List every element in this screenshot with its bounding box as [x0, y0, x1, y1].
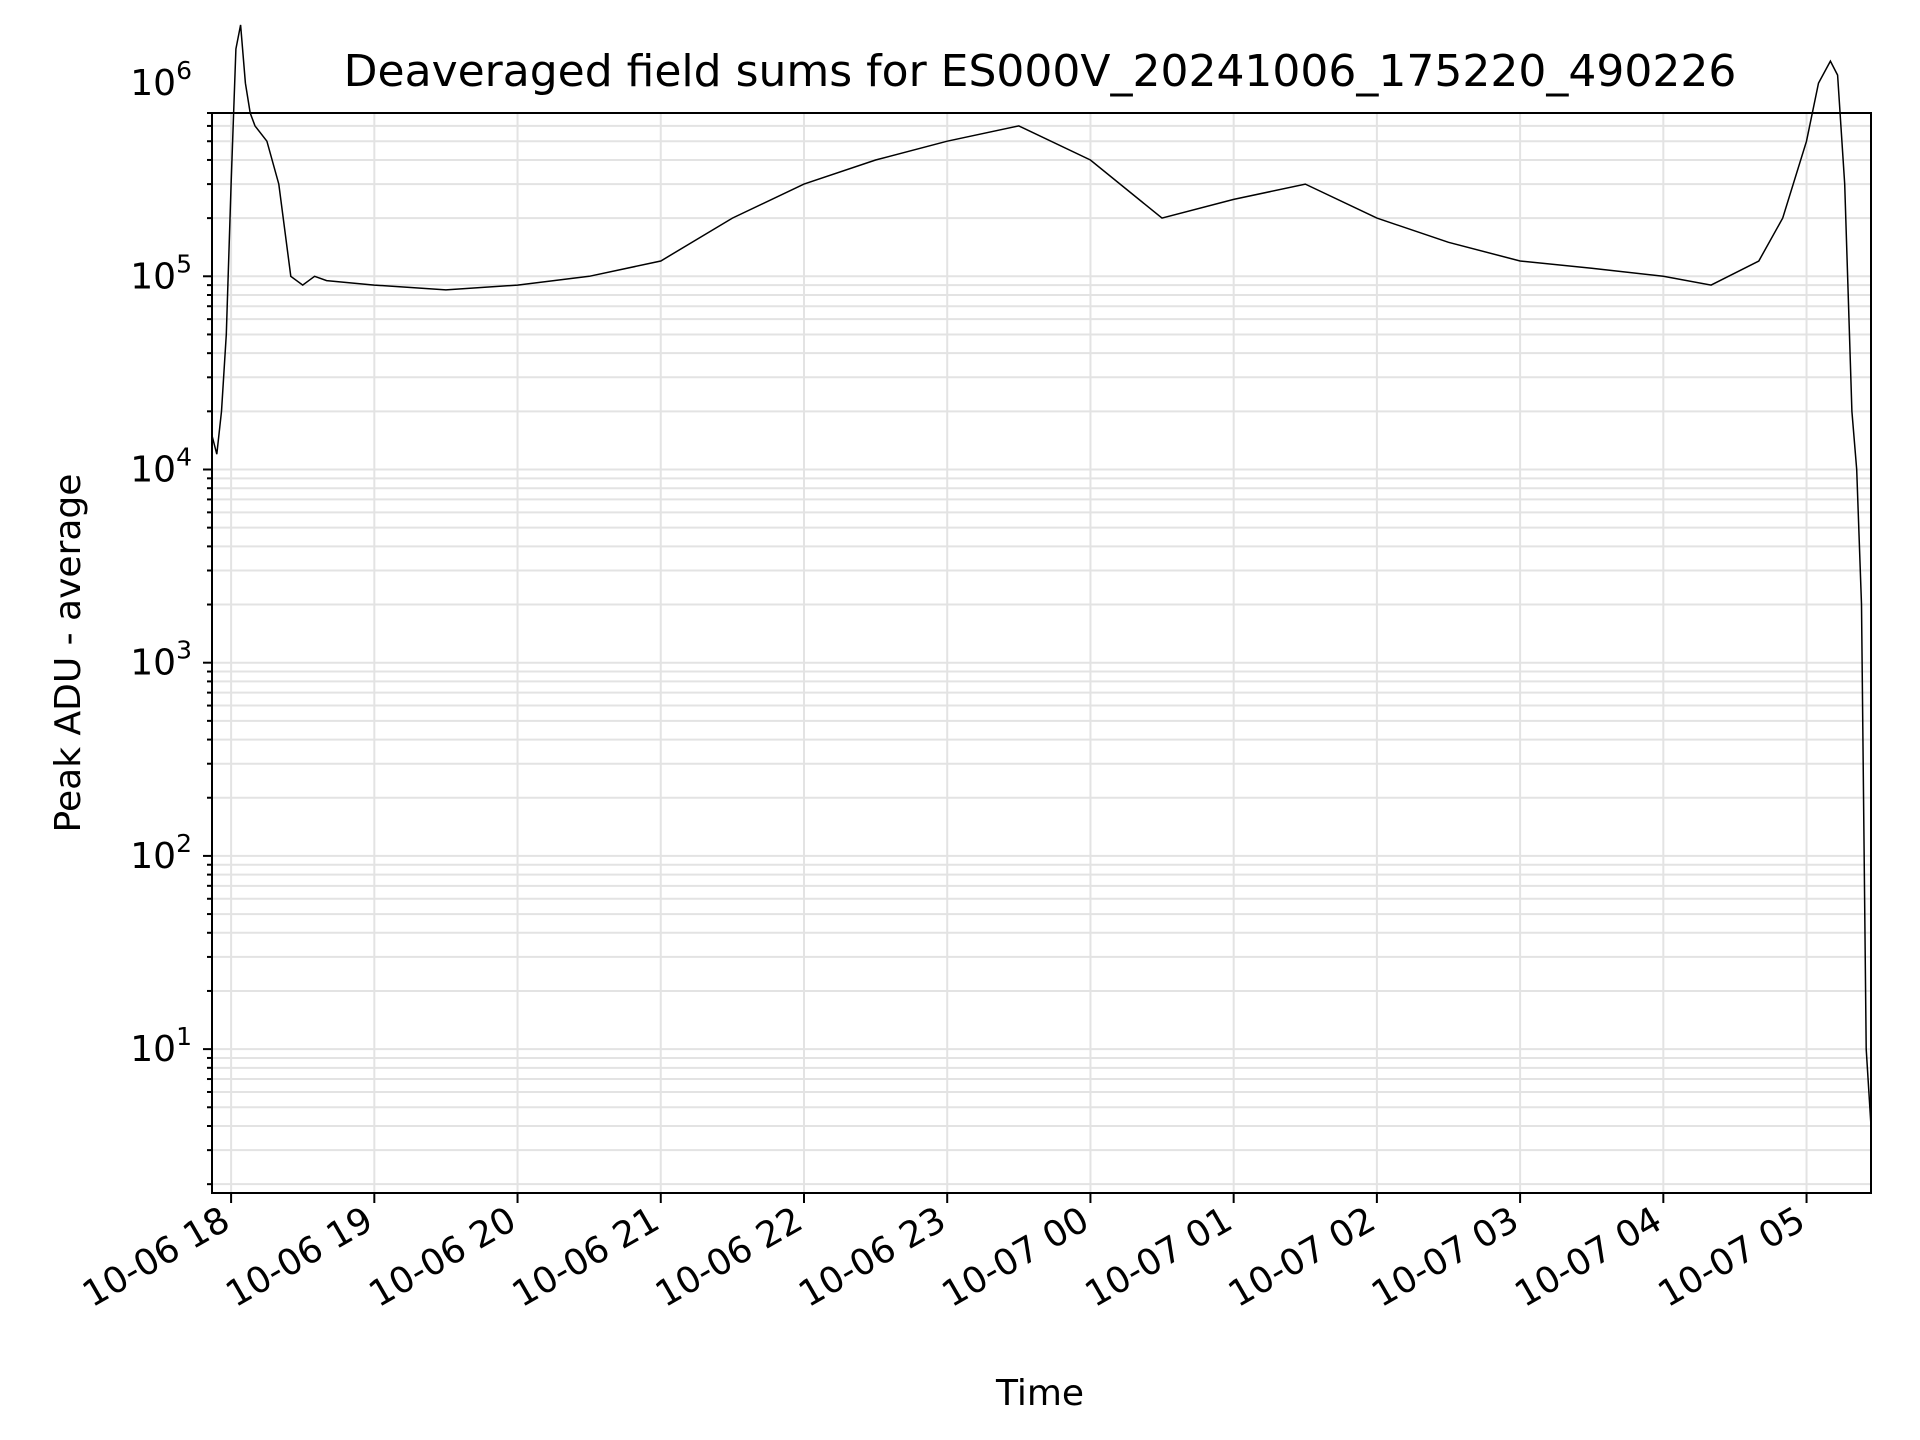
plot-frame	[211, 112, 1872, 1194]
y-tick-label: 103	[130, 636, 192, 684]
x-axis-label: Time	[995, 1373, 1084, 1414]
y-tick-label: 102	[130, 829, 192, 877]
y-tick-label: 106	[130, 56, 192, 104]
y-tick-label: 104	[130, 442, 192, 490]
series-lines	[211, 24, 1872, 1127]
y-tick-label: 105	[130, 249, 192, 297]
series-line	[211, 24, 1872, 1127]
grid-lines	[212, 112, 1871, 1193]
y-ticks: 101 102 103 104 105 106	[130, 56, 212, 1186]
y-axis-label: Peak ADU - average	[48, 474, 89, 833]
chart-title: Deaveraged field sums for ES000V_2024100…	[344, 46, 1737, 97]
y-tick-label: 101	[130, 1022, 192, 1070]
